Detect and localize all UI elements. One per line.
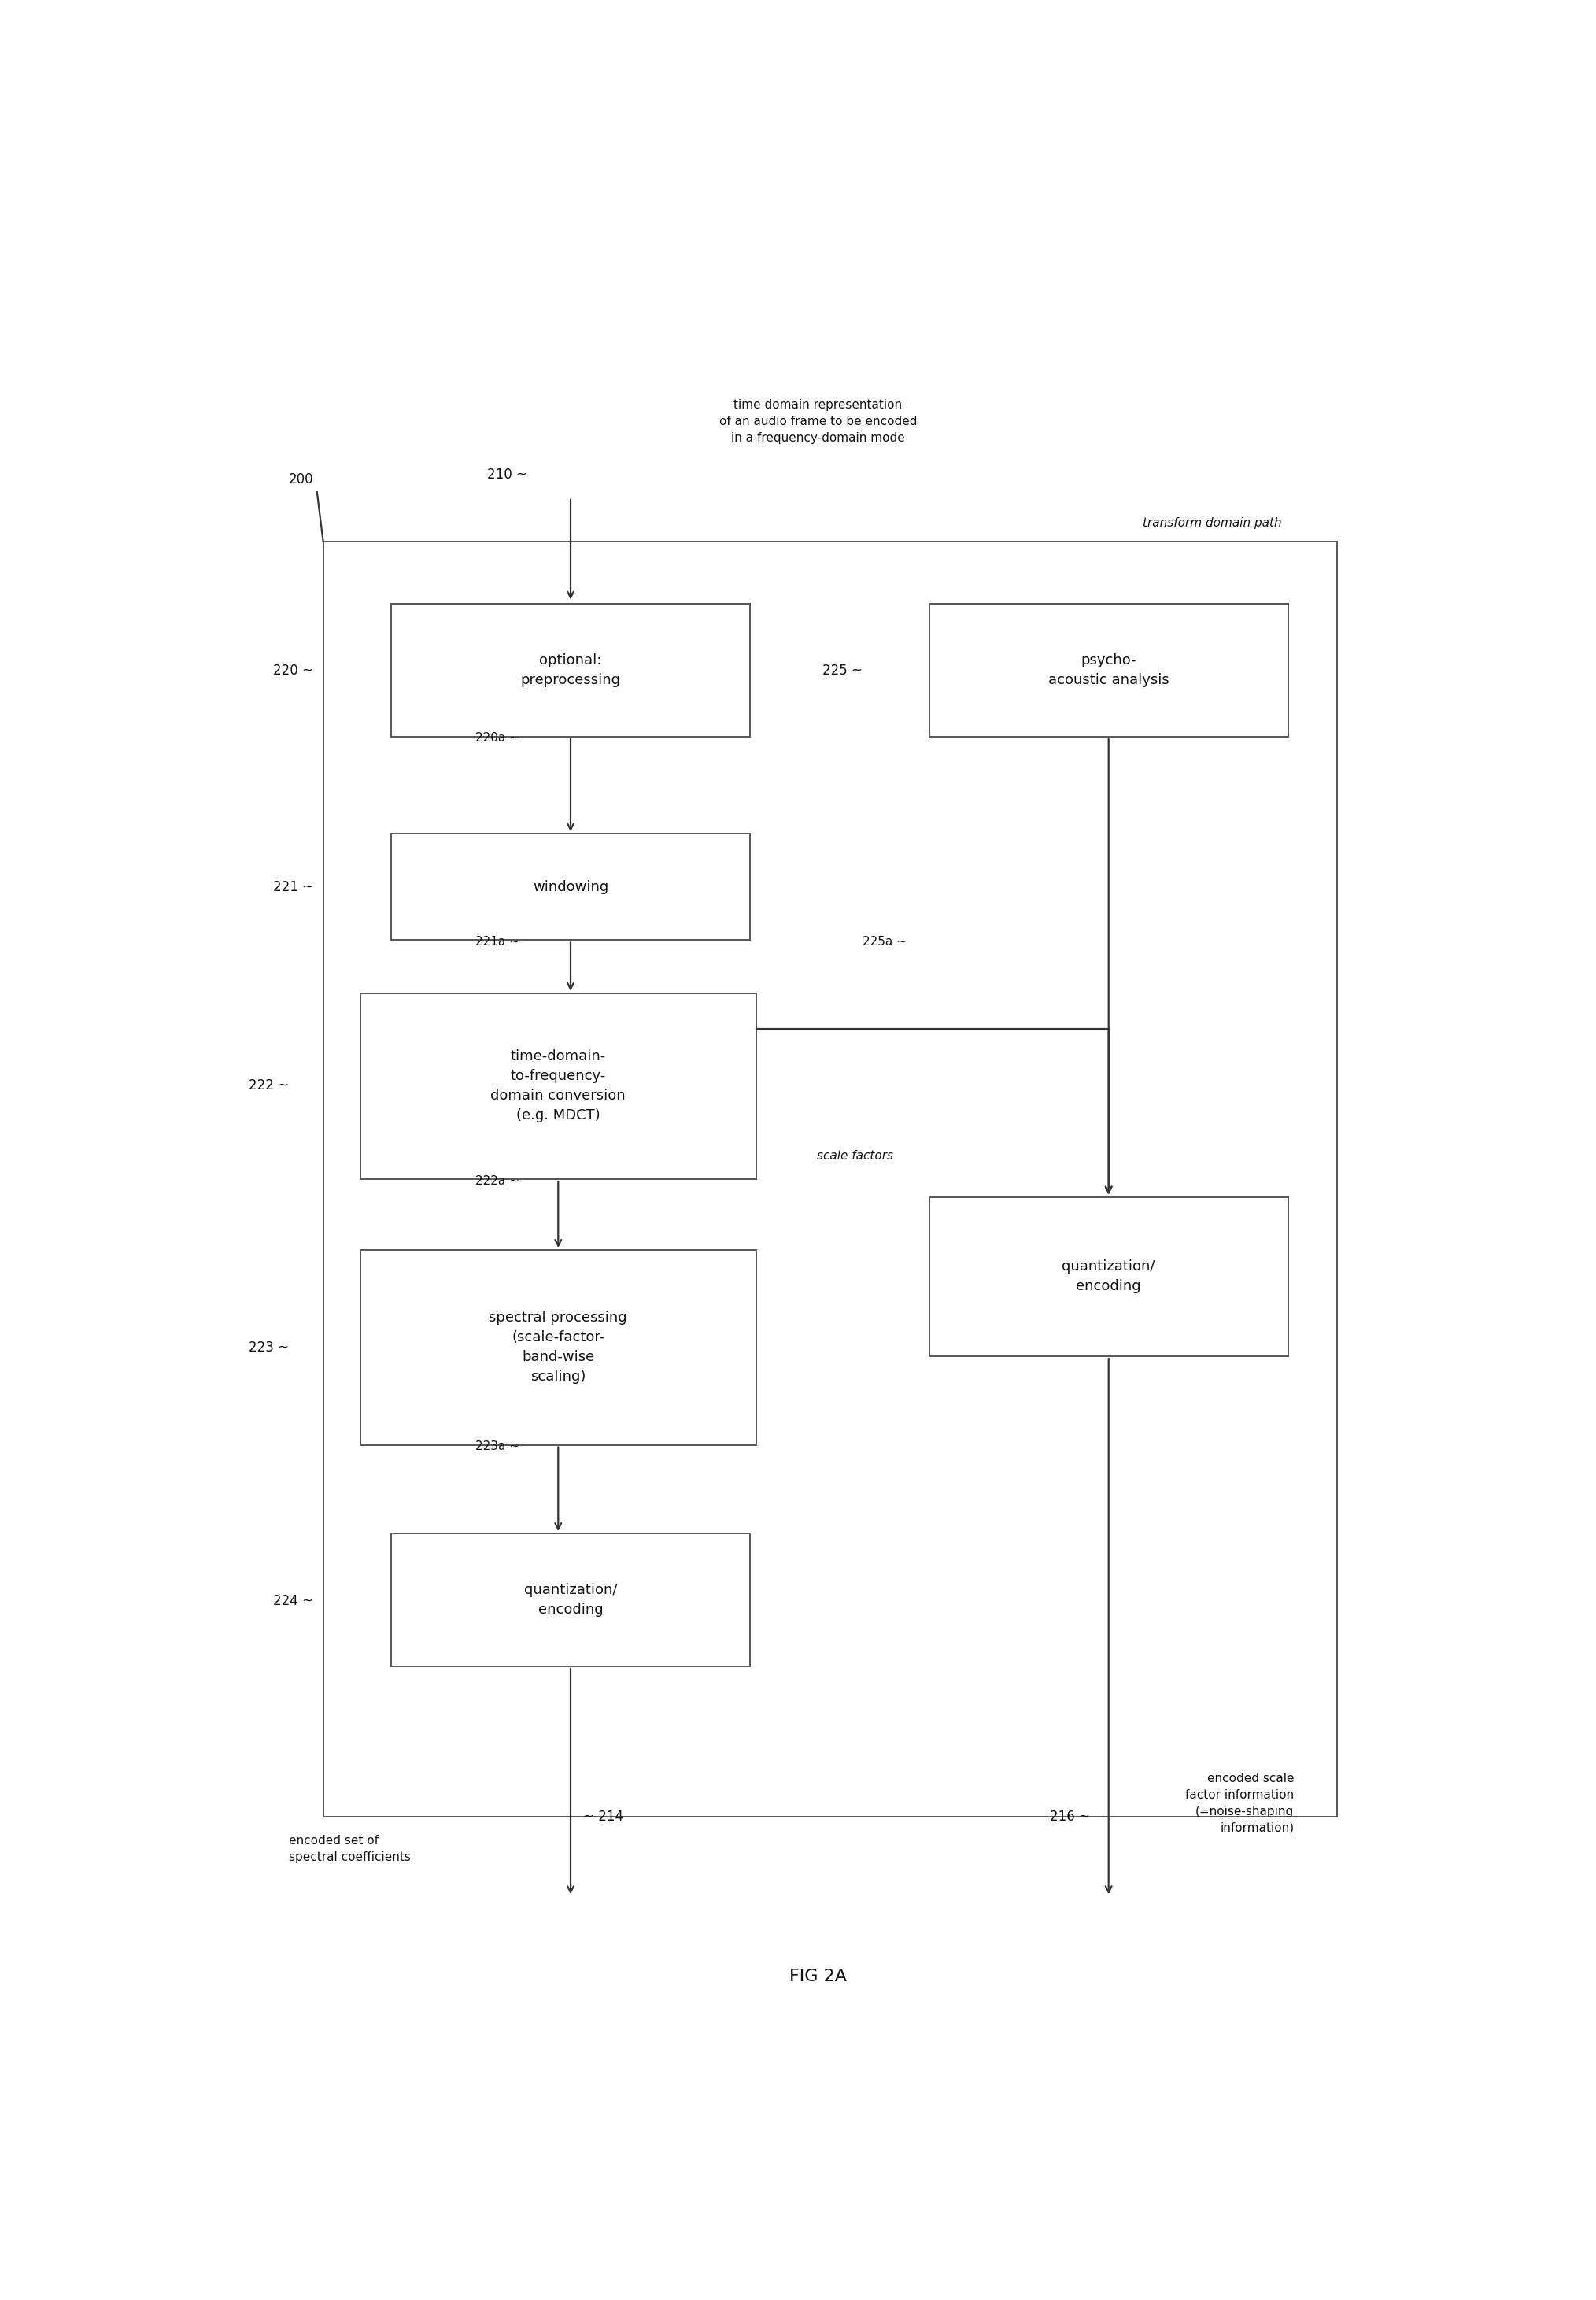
Text: ~ 214: ~ 214 bbox=[583, 1810, 622, 1824]
Text: 200: 200 bbox=[289, 472, 313, 488]
Text: 222 ~: 222 ~ bbox=[249, 1079, 289, 1092]
Text: FIG 2A: FIG 2A bbox=[790, 1969, 846, 1985]
Text: 225 ~: 225 ~ bbox=[822, 665, 862, 678]
Text: 220a ~: 220a ~ bbox=[476, 731, 519, 745]
Text: optional:
preprocessing: optional: preprocessing bbox=[520, 653, 621, 688]
Text: encoded set of
spectral coefficients: encoded set of spectral coefficients bbox=[289, 1835, 410, 1863]
Text: time domain representation
of an audio frame to be encoded
in a frequency-domain: time domain representation of an audio f… bbox=[718, 398, 918, 444]
Text: 224 ~: 224 ~ bbox=[273, 1594, 313, 1608]
Bar bbox=[361, 994, 757, 1180]
Text: 216 ~: 216 ~ bbox=[1050, 1810, 1090, 1824]
Text: spectral processing
(scale-factor-
band-wise
scaling): spectral processing (scale-factor- band-… bbox=[488, 1311, 627, 1385]
Text: quantization/
encoding: quantization/ encoding bbox=[523, 1582, 618, 1617]
Text: 222a ~: 222a ~ bbox=[476, 1175, 519, 1187]
Bar bbox=[361, 1249, 757, 1444]
Text: scale factors: scale factors bbox=[817, 1150, 894, 1162]
Bar bbox=[929, 603, 1288, 736]
Text: psycho-
acoustic analysis: psycho- acoustic analysis bbox=[1049, 653, 1170, 688]
Text: 223 ~: 223 ~ bbox=[249, 1341, 289, 1355]
Bar bbox=[929, 1196, 1288, 1357]
Text: encoded scale
factor information
(=noise-shaping
information): encoded scale factor information (=noise… bbox=[1186, 1773, 1294, 1833]
Bar bbox=[391, 835, 750, 941]
Text: 221a ~: 221a ~ bbox=[476, 936, 519, 948]
Text: 220 ~: 220 ~ bbox=[273, 665, 313, 678]
Text: quantization/
encoding: quantization/ encoding bbox=[1061, 1260, 1156, 1293]
Text: time-domain-
to-frequency-
domain conversion
(e.g. MDCT): time-domain- to-frequency- domain conver… bbox=[490, 1049, 626, 1122]
Text: 223a ~: 223a ~ bbox=[476, 1440, 519, 1454]
Bar bbox=[391, 1534, 750, 1665]
Text: 225a ~: 225a ~ bbox=[862, 936, 907, 948]
Bar bbox=[322, 543, 1337, 1817]
Text: windowing: windowing bbox=[533, 881, 608, 895]
Text: 210 ~: 210 ~ bbox=[487, 467, 527, 481]
Text: transform domain path: transform domain path bbox=[1143, 518, 1282, 529]
Text: 221 ~: 221 ~ bbox=[273, 881, 313, 895]
Bar bbox=[391, 603, 750, 736]
